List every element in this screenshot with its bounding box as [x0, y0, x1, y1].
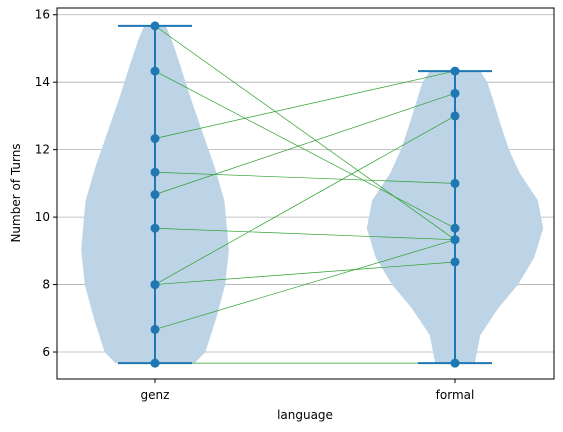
pair-line	[154, 25, 456, 240]
data-point-genz	[150, 167, 160, 177]
data-point-genz	[150, 66, 160, 76]
y-tick-label: 14	[35, 75, 50, 89]
data-point-formal	[450, 358, 460, 368]
pair-line-layer	[154, 25, 456, 364]
data-point-formal	[450, 235, 460, 245]
data-point-formal	[450, 223, 460, 233]
data-point-formal	[450, 257, 460, 267]
x-axis-title: language	[277, 408, 333, 422]
pair-line	[154, 171, 456, 184]
x-tick-label-genz: genz	[141, 388, 170, 402]
violin-layer	[81, 25, 544, 364]
pair-line	[154, 115, 456, 285]
data-point-genz	[150, 223, 160, 233]
y-tick-label: 12	[35, 143, 50, 157]
data-point-formal	[450, 88, 460, 98]
y-tick-label: 16	[35, 8, 50, 22]
data-point-genz	[150, 134, 160, 144]
point-layer	[150, 21, 460, 368]
x-tick-label-formal: formal	[436, 388, 475, 402]
pair-line	[154, 261, 456, 285]
pair-line	[154, 227, 456, 241]
plot-frame	[56, 7, 555, 380]
pair-line	[154, 70, 456, 229]
y-tick-label: 8	[42, 278, 50, 292]
data-point-formal	[450, 178, 460, 188]
pair-line	[154, 70, 456, 139]
data-point-genz	[150, 21, 160, 31]
pair-line	[154, 239, 456, 330]
data-point-formal	[450, 111, 460, 121]
data-point-genz	[150, 358, 160, 368]
y-tick-label: 6	[42, 345, 50, 359]
pair-line	[154, 92, 456, 195]
data-point-formal	[450, 66, 460, 76]
data-point-genz	[150, 280, 160, 290]
data-point-genz	[150, 324, 160, 334]
data-point-genz	[150, 190, 160, 200]
y-tick-label: 10	[35, 210, 50, 224]
y-axis-title: Number of Turns	[9, 143, 23, 242]
axis-layer: 6 8 10 12 14 16 genz formal	[35, 8, 475, 402]
